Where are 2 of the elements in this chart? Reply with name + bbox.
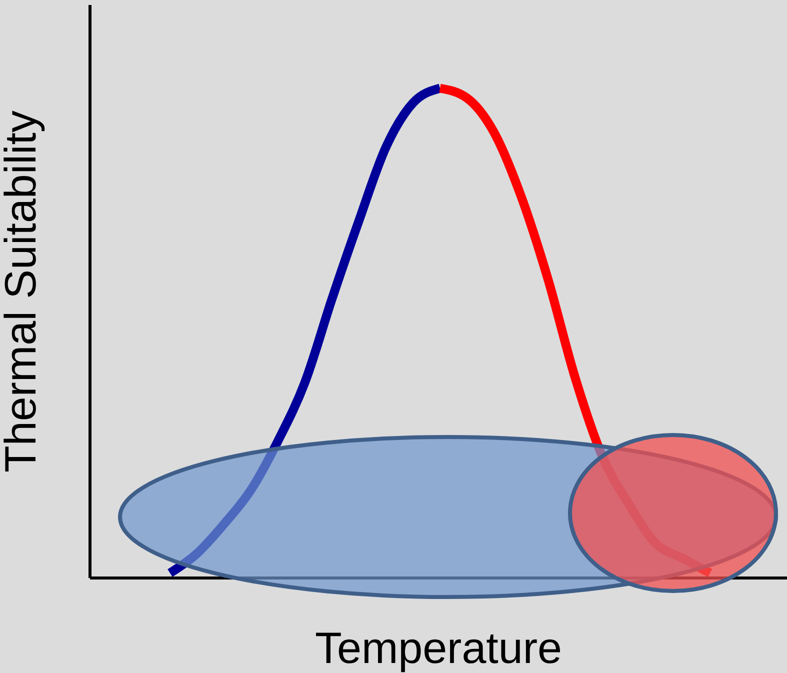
x-axis-title: Temperature xyxy=(314,624,562,673)
y-axis-title: Thermal Suitability xyxy=(0,110,46,472)
